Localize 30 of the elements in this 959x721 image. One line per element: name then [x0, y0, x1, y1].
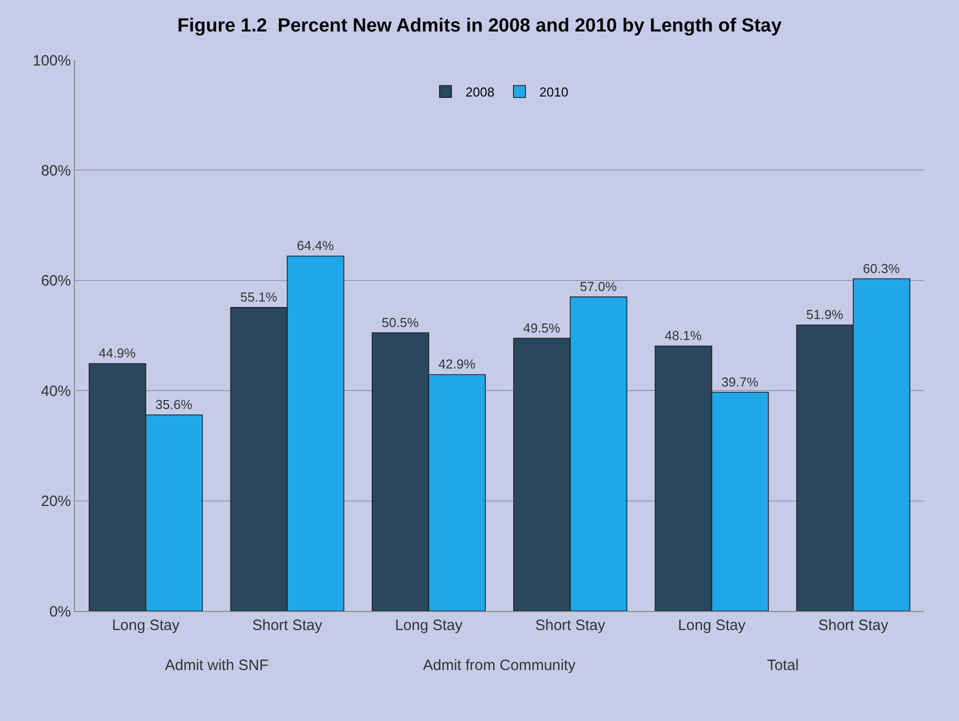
data-label: 60.3% [862, 260, 900, 276]
x-tick-label: Short Stay [252, 617, 323, 634]
text: Admit from Community [423, 657, 576, 674]
y-tick-label: 80% [40, 162, 71, 180]
x-tick-label: Short Stay [818, 617, 889, 634]
x-tick-label: Long Stay [394, 617, 464, 634]
data-label: 55.1% [240, 289, 278, 304]
data-label: 48.1% [664, 328, 702, 343]
data-label: 35.6% [155, 396, 193, 412]
legend-label: 2008 [466, 84, 494, 100]
text: Admit with SNF [165, 657, 268, 674]
x-tick-label: Long Stay [678, 617, 746, 634]
data-label: 57.0% [580, 278, 618, 294]
x-tick-label: Long Stay [112, 617, 180, 634]
data-label: 39.7% [721, 374, 759, 390]
text: Total [767, 657, 799, 674]
data-label: 44.9% [98, 346, 136, 361]
data-label: 51.9% [806, 307, 844, 322]
data-label: 42.9% [438, 356, 476, 372]
data-label: 50.5% [382, 314, 420, 330]
data-label: 64.4% [296, 238, 334, 254]
x-tick-label: Short Stay [535, 617, 606, 634]
legend-label: 2010 [539, 84, 568, 100]
y-tick-label: 100% [32, 52, 71, 70]
y-tick-label: 40% [40, 382, 71, 400]
data-label: 49.5% [523, 320, 561, 336]
y-tick-label: 0% [49, 603, 71, 620]
y-tick-label: 20% [40, 493, 71, 510]
y-tick-label: 60% [40, 272, 71, 290]
chart-title: Figure 1.2 Percent New Admits in 2008 and 2010 by Length of Stay [177, 15, 782, 36]
